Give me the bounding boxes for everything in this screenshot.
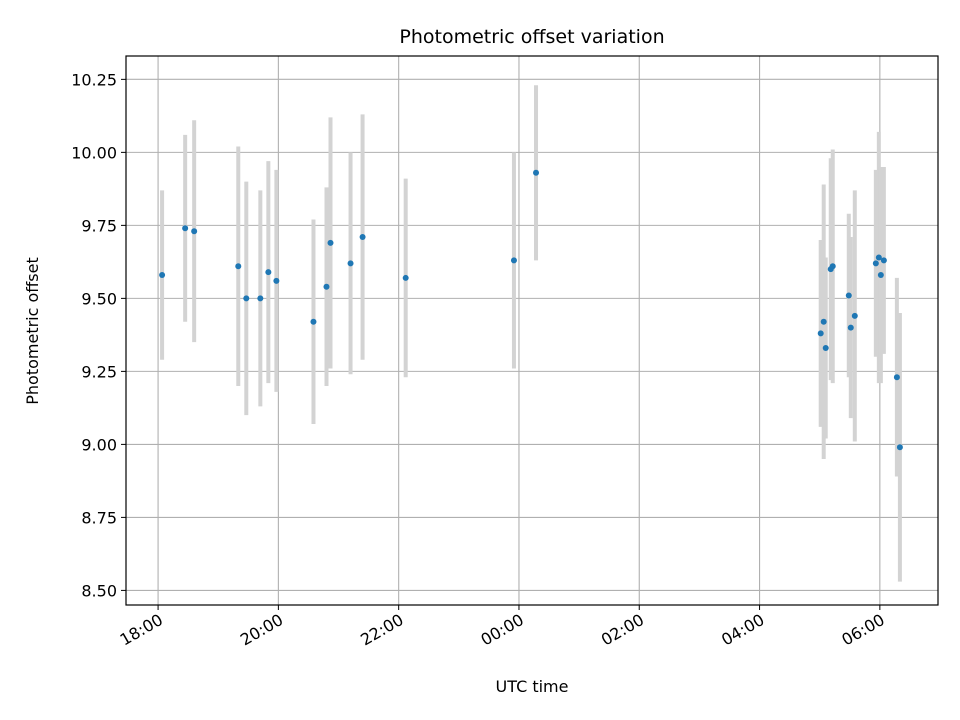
data-point bbox=[829, 263, 836, 270]
data-point bbox=[327, 239, 334, 246]
data-point bbox=[265, 269, 272, 276]
data-point bbox=[310, 318, 317, 325]
data-point bbox=[533, 169, 540, 176]
data-point bbox=[510, 257, 517, 264]
y-tick-label: 8.75 bbox=[81, 508, 117, 527]
data-point bbox=[273, 277, 280, 284]
data-point bbox=[820, 318, 827, 325]
data-point bbox=[851, 312, 858, 319]
y-tick-label: 8.50 bbox=[81, 581, 117, 600]
y-tick-label: 9.25 bbox=[81, 362, 117, 381]
y-tick-label: 9.75 bbox=[81, 216, 117, 235]
chart-title: Photometric offset variation bbox=[399, 26, 664, 48]
data-point bbox=[872, 260, 879, 267]
y-tick-label: 10.25 bbox=[71, 70, 117, 89]
y-axis-ticks: 8.50 8.75 9.00 9.25 9.50 9.75 10.00 10.25 bbox=[71, 70, 126, 600]
data-point bbox=[257, 295, 264, 302]
data-point bbox=[822, 345, 829, 352]
data-point bbox=[182, 225, 189, 232]
data-point bbox=[243, 295, 250, 302]
data-point bbox=[159, 272, 166, 279]
data-point bbox=[817, 330, 824, 337]
data-point bbox=[896, 444, 903, 451]
data-point bbox=[402, 274, 409, 281]
data-point bbox=[893, 374, 900, 381]
data-points bbox=[159, 169, 903, 451]
data-point bbox=[235, 263, 242, 270]
data-point bbox=[191, 228, 198, 235]
data-point bbox=[347, 260, 354, 267]
data-point bbox=[845, 292, 852, 299]
data-point bbox=[847, 324, 854, 331]
y-axis-label: Photometric offset bbox=[23, 257, 42, 405]
y-tick-label: 10.00 bbox=[71, 143, 117, 162]
plot-frame bbox=[125, 55, 939, 606]
x-axis-label: UTC time bbox=[496, 677, 569, 696]
y-tick-label: 9.00 bbox=[81, 435, 117, 454]
data-point bbox=[877, 272, 884, 279]
data-point bbox=[359, 234, 366, 241]
data-point bbox=[323, 283, 330, 290]
data-point bbox=[880, 257, 887, 264]
data-point bbox=[875, 254, 882, 261]
y-tick-label: 9.50 bbox=[81, 289, 117, 308]
